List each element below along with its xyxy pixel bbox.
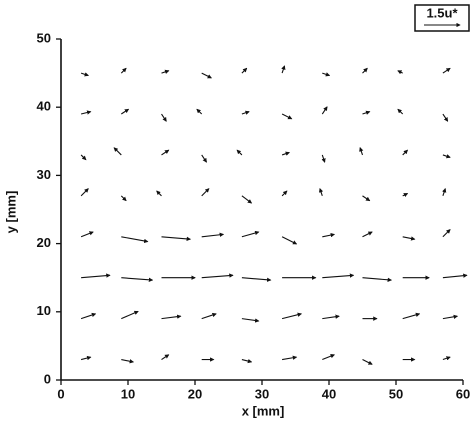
vector	[321, 106, 328, 115]
vector	[282, 355, 298, 361]
vector	[281, 113, 293, 120]
vector	[121, 236, 149, 244]
vector	[281, 190, 288, 197]
vector	[241, 67, 248, 74]
vector	[362, 67, 368, 74]
vector	[113, 147, 122, 156]
vector	[156, 190, 162, 197]
vector	[442, 356, 451, 361]
vector	[201, 232, 225, 238]
vector	[80, 72, 89, 77]
vector	[81, 273, 111, 279]
vector	[281, 65, 286, 74]
vector	[281, 312, 303, 320]
vector	[322, 354, 335, 361]
vector	[322, 273, 355, 279]
vector	[201, 72, 212, 79]
x-tick-label: 30	[255, 386, 269, 401]
y-axis-label: y [mm]	[3, 191, 18, 234]
vector	[322, 72, 331, 77]
vector	[322, 314, 340, 320]
vector	[121, 277, 154, 283]
y-tick-label: 50	[37, 30, 51, 45]
vector	[80, 110, 92, 115]
vector	[236, 149, 243, 156]
vector	[80, 231, 94, 238]
vector	[402, 192, 409, 198]
vector	[442, 314, 459, 320]
vector	[121, 310, 139, 320]
vector	[362, 110, 371, 115]
y-tick-label: 40	[37, 99, 51, 114]
x-tick-label: 20	[188, 386, 202, 401]
vector	[397, 70, 403, 75]
y-tick-label: 10	[37, 303, 51, 318]
vector	[241, 358, 253, 364]
vector	[201, 312, 217, 320]
vector	[241, 318, 260, 323]
y-tick-label: 30	[37, 167, 51, 182]
vector	[161, 236, 192, 242]
vector	[442, 67, 451, 74]
vector	[201, 188, 210, 197]
vector	[359, 147, 364, 156]
vector	[241, 195, 253, 204]
vector	[442, 229, 451, 238]
x-axis-label: x [mm]	[242, 403, 285, 418]
vector	[120, 67, 127, 74]
vector	[196, 108, 203, 115]
vector	[161, 314, 182, 320]
vector	[241, 110, 250, 115]
vector	[321, 154, 326, 163]
vector	[161, 113, 167, 122]
vector	[362, 195, 371, 202]
vector	[442, 187, 447, 197]
vector	[281, 151, 290, 156]
vector	[442, 273, 468, 279]
vector	[80, 312, 97, 320]
vector	[120, 108, 130, 115]
vector	[402, 236, 416, 241]
vector	[80, 355, 92, 361]
vector	[120, 195, 127, 202]
y-tick-label: 0	[44, 371, 51, 386]
x-tick-label: 10	[121, 386, 135, 401]
vector	[397, 108, 404, 115]
vector	[161, 69, 170, 74]
vector	[241, 230, 260, 238]
x-tick-label: 40	[322, 386, 336, 401]
vector	[121, 359, 135, 364]
vector	[322, 232, 336, 238]
x-tick-label: 60	[456, 386, 470, 401]
vector	[318, 187, 324, 197]
vector	[80, 154, 87, 161]
vector	[442, 154, 451, 159]
y-tick-label: 20	[37, 235, 51, 250]
vector	[402, 149, 409, 156]
vector	[161, 354, 170, 360]
reference-label: 1.5u*	[426, 5, 458, 20]
vector	[402, 312, 421, 320]
vector	[161, 149, 170, 156]
x-tick-label: 0	[57, 386, 64, 401]
x-tick-label: 50	[389, 386, 403, 401]
vector	[362, 359, 373, 365]
reference-box	[414, 4, 470, 32]
vector	[201, 273, 234, 279]
vector	[80, 188, 89, 197]
vector	[281, 236, 298, 245]
vector	[362, 277, 393, 282]
vector	[442, 113, 449, 122]
vector	[362, 231, 373, 238]
vector	[201, 154, 207, 163]
vector	[241, 277, 272, 282]
